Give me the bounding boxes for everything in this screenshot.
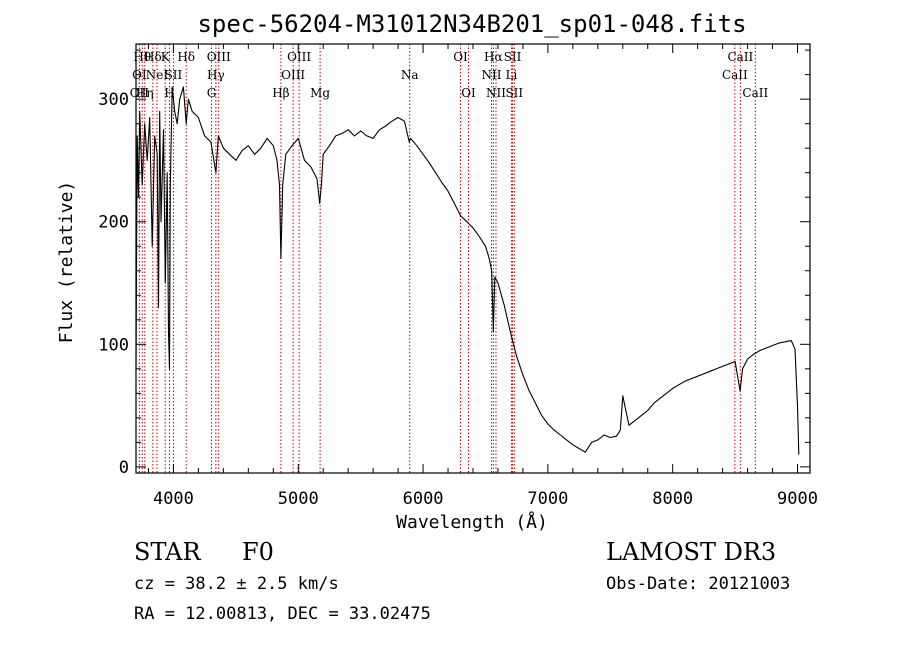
line-marker-label: G bbox=[207, 86, 217, 100]
line-marker-label: CaII bbox=[727, 50, 753, 64]
line-marker-label: SII bbox=[505, 86, 523, 100]
y-tick-label: 300 bbox=[98, 90, 129, 110]
line-marker-label: Hδ bbox=[144, 50, 162, 64]
y-tick-label: 0 bbox=[119, 458, 129, 478]
line-marker-label: NII bbox=[486, 86, 506, 100]
survey-name: LAMOST DR3 bbox=[606, 538, 777, 566]
line-marker-label: K bbox=[161, 50, 171, 64]
chart-title: spec-56204-M31012N34B201_sp01-048.fits bbox=[197, 10, 746, 38]
x-axis-label: Wavelength (Å) bbox=[396, 511, 548, 533]
line-marker-label: OI bbox=[461, 86, 476, 100]
line-marker-label: CaII bbox=[742, 86, 768, 100]
line-markers bbox=[138, 44, 756, 473]
axis-ticks: 4000 5000 6000 7000 8000 9000 0 100 200 300 bbox=[98, 44, 818, 509]
spectrum-line bbox=[135, 86, 800, 455]
line-marker-label: NeI bbox=[146, 68, 169, 82]
redshift-velocity: cz = 38.2 ± 2.5 km/s bbox=[134, 574, 339, 594]
x-tick-label: 9000 bbox=[777, 489, 818, 509]
coordinates: RA = 12.00813, DEC = 33.02475 bbox=[134, 604, 431, 624]
line-marker-label: OI bbox=[453, 50, 468, 64]
x-tick-label: 8000 bbox=[652, 489, 693, 509]
line-marker-label: Hγ bbox=[207, 68, 225, 82]
line-marker-labels: OIOIIHθHηHδNeIKHSIIHδGHγOIIIHβOIIIOIIIMg… bbox=[130, 50, 769, 100]
object-class: STAR bbox=[134, 538, 201, 566]
line-marker-label: Hα bbox=[484, 50, 503, 64]
line-marker-label: NII bbox=[481, 68, 501, 82]
line-marker-label: H bbox=[164, 86, 174, 100]
line-marker-label: OIII bbox=[287, 50, 311, 64]
line-marker-label: SII bbox=[165, 68, 183, 82]
line-marker-label: Hβ bbox=[272, 86, 289, 100]
object-subclass: F0 bbox=[242, 538, 274, 566]
line-marker-label: Na bbox=[401, 68, 419, 82]
line-marker-label: SII bbox=[504, 50, 522, 64]
x-tick-label: 4000 bbox=[153, 489, 194, 509]
line-marker-label: Mg bbox=[310, 86, 330, 100]
x-tick-label: 5000 bbox=[278, 489, 319, 509]
x-tick-label: 7000 bbox=[527, 489, 568, 509]
line-marker-label: OII bbox=[130, 86, 150, 100]
y-axis-label: Flux (relative) bbox=[56, 181, 77, 344]
y-tick-label: 100 bbox=[98, 335, 129, 355]
line-marker-label: OIII bbox=[207, 50, 231, 64]
line-marker-label: CaII bbox=[722, 68, 748, 82]
x-tick-label: 6000 bbox=[403, 489, 444, 509]
plot-frame bbox=[135, 43, 811, 474]
obs-date: Obs-Date: 20121003 bbox=[606, 574, 791, 594]
line-marker-label: OIII bbox=[281, 68, 305, 82]
line-marker-label: Hη bbox=[136, 86, 154, 100]
line-marker-label: Hδ bbox=[177, 50, 195, 64]
line-marker-label: Hθ bbox=[133, 50, 151, 64]
line-marker-label: Li bbox=[506, 68, 518, 82]
spectrum-series bbox=[135, 86, 800, 455]
y-tick-label: 200 bbox=[98, 213, 129, 233]
